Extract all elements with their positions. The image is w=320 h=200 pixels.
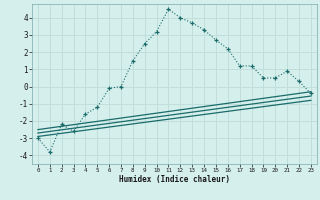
X-axis label: Humidex (Indice chaleur): Humidex (Indice chaleur) [119, 175, 230, 184]
